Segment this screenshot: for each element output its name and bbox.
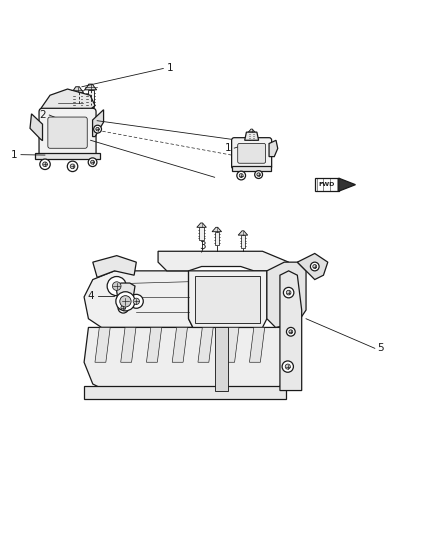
Circle shape [40, 159, 50, 169]
Circle shape [257, 173, 260, 176]
Circle shape [42, 162, 47, 167]
Circle shape [133, 298, 139, 304]
Polygon shape [93, 256, 136, 277]
Text: 5: 5 [377, 343, 383, 353]
Polygon shape [198, 327, 213, 362]
FancyBboxPatch shape [238, 143, 265, 163]
Circle shape [118, 303, 128, 313]
FancyBboxPatch shape [195, 276, 260, 323]
Circle shape [129, 294, 143, 308]
Circle shape [107, 277, 126, 296]
Polygon shape [280, 271, 302, 391]
Circle shape [94, 125, 102, 133]
Circle shape [96, 127, 99, 131]
Polygon shape [248, 129, 255, 132]
FancyBboxPatch shape [39, 108, 96, 157]
Circle shape [282, 361, 293, 372]
Polygon shape [95, 327, 110, 362]
Polygon shape [188, 271, 267, 327]
Polygon shape [84, 271, 193, 327]
Text: 1: 1 [11, 150, 18, 160]
Polygon shape [85, 84, 97, 90]
Polygon shape [224, 327, 239, 362]
Polygon shape [199, 228, 204, 240]
Polygon shape [74, 92, 81, 110]
Polygon shape [269, 140, 278, 157]
Polygon shape [84, 327, 289, 391]
Circle shape [91, 160, 95, 164]
Polygon shape [250, 327, 265, 362]
Polygon shape [238, 231, 248, 235]
Polygon shape [267, 262, 306, 327]
Text: 4: 4 [87, 291, 94, 301]
Polygon shape [339, 178, 356, 191]
Polygon shape [241, 235, 245, 248]
Circle shape [283, 287, 294, 298]
Polygon shape [297, 254, 328, 279]
Circle shape [237, 171, 246, 180]
Circle shape [116, 292, 135, 311]
Circle shape [285, 364, 290, 369]
Circle shape [311, 262, 319, 271]
FancyBboxPatch shape [232, 138, 272, 169]
Circle shape [121, 305, 126, 310]
Circle shape [254, 171, 262, 179]
Circle shape [70, 164, 75, 169]
Polygon shape [116, 283, 135, 297]
Polygon shape [245, 132, 258, 140]
Circle shape [286, 290, 291, 295]
Circle shape [239, 174, 243, 177]
Circle shape [113, 282, 121, 290]
Polygon shape [35, 153, 100, 159]
Text: 3: 3 [200, 240, 206, 251]
Text: FWD: FWD [318, 182, 335, 187]
Polygon shape [172, 327, 187, 362]
FancyBboxPatch shape [215, 327, 228, 391]
Polygon shape [88, 90, 94, 107]
Polygon shape [158, 251, 289, 271]
Text: 1: 1 [225, 143, 232, 153]
Text: 2: 2 [39, 110, 46, 120]
Polygon shape [233, 166, 271, 171]
Circle shape [120, 296, 131, 307]
FancyBboxPatch shape [48, 117, 87, 148]
Polygon shape [146, 327, 162, 362]
Polygon shape [212, 228, 222, 232]
Circle shape [286, 327, 295, 336]
Polygon shape [30, 114, 42, 141]
Polygon shape [71, 87, 84, 92]
Polygon shape [250, 132, 253, 141]
Circle shape [289, 330, 293, 334]
FancyBboxPatch shape [315, 178, 339, 191]
Polygon shape [40, 89, 95, 110]
Text: 1: 1 [167, 62, 173, 72]
Polygon shape [92, 110, 103, 136]
Polygon shape [121, 327, 136, 362]
FancyBboxPatch shape [84, 386, 286, 399]
Polygon shape [197, 223, 206, 228]
Circle shape [88, 158, 97, 167]
Circle shape [67, 161, 78, 172]
Circle shape [313, 264, 317, 269]
Polygon shape [215, 232, 219, 245]
